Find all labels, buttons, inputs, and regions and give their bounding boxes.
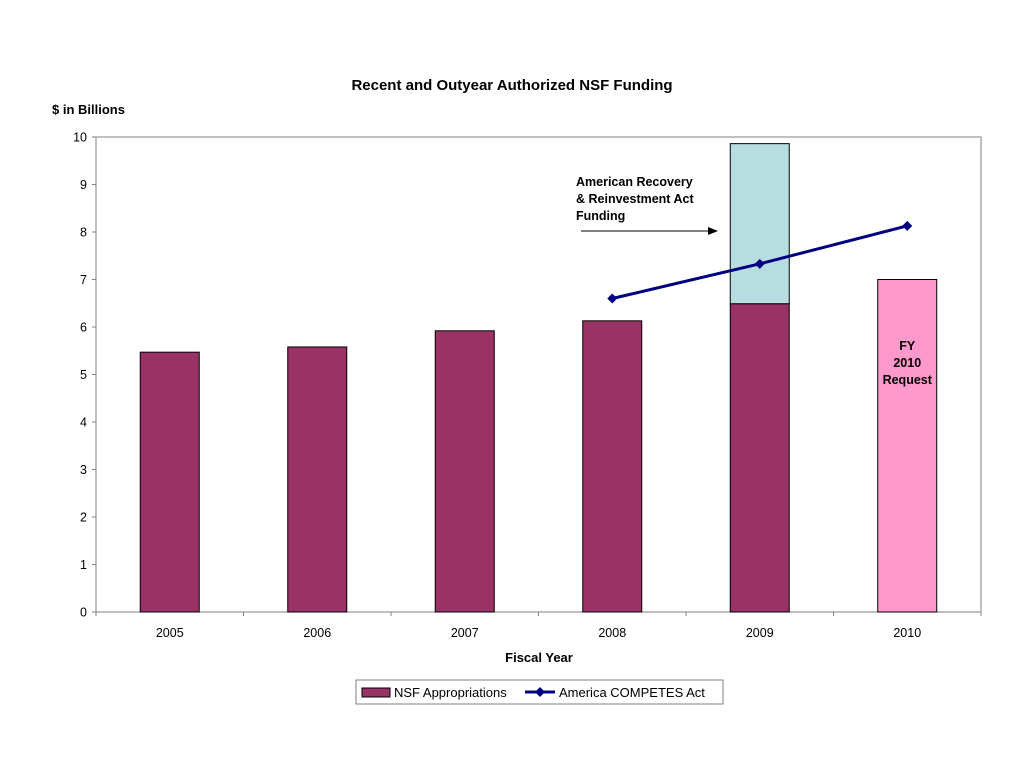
point-america-competes-act [607,293,618,304]
y-tick-label: 2 [80,511,87,525]
y-tick-label: 4 [80,416,87,430]
chart-marks: 0 1 2 3 4 5 6 7 8 9 10 2005 2006 2007 2008 2009 2010 Amer… [73,131,982,640]
x-tick-label: 2009 [746,626,774,640]
y-tick-label: 1 [80,558,87,572]
point-america-competes-act [754,258,765,269]
x-axis-label: Fiscal Year [505,650,573,665]
bar-nsf-appropriations [139,351,200,613]
y-tick-label: 6 [80,321,87,335]
plot-area [95,136,982,613]
annotation-recovery-act-text: & Reinvestment Act [576,192,694,206]
bar-recovery-act-funding [729,143,790,305]
bar-fy2010-request [877,279,938,613]
bar-nsf-appropriations [729,303,790,613]
y-tick-label: 10 [73,131,87,145]
bar-nsf-appropriations [582,320,643,613]
x-tick-label: 2010 [893,626,921,640]
x-tick-label: 2005 [156,626,184,640]
annotation-fy2010-request-text: FY [899,339,916,353]
chart-title: Recent and Outyear Authorized NSF Fundin… [351,77,672,94]
y-tick-label: 8 [80,226,87,240]
annotation-arrow-head [708,227,718,235]
bar-nsf-appropriations [287,346,348,613]
x-tick-label: 2006 [303,626,331,640]
y-tick-label: 5 [80,368,87,382]
y-tick-label: 3 [80,463,87,477]
legend-swatch-nsf-appropriations [361,687,391,698]
y-axis-label: $ in Billions [52,102,125,117]
annotation-recovery-act-text: Funding [576,209,625,223]
point-america-competes-act [902,220,913,231]
y-tick-label: 0 [80,606,87,620]
annotation-recovery-act-text: American Recovery [576,175,693,189]
legend: NSF Appropriations America COMPETES Act [355,679,724,705]
legend-label-nsf-appropriations: NSF Appropriations [394,685,507,700]
annotation-fy2010-request-text: Request [883,373,933,387]
legend-label-america-competes-act: America COMPETES Act [559,685,705,700]
y-tick-label: 9 [80,178,87,192]
y-tick-label: 7 [80,273,87,287]
x-tick-label: 2008 [598,626,626,640]
annotation-fy2010-request-text: 2010 [893,356,921,370]
x-tick-label: 2007 [451,626,479,640]
legend-marker-america-competes-act [535,687,545,697]
bar-nsf-appropriations [434,330,495,613]
